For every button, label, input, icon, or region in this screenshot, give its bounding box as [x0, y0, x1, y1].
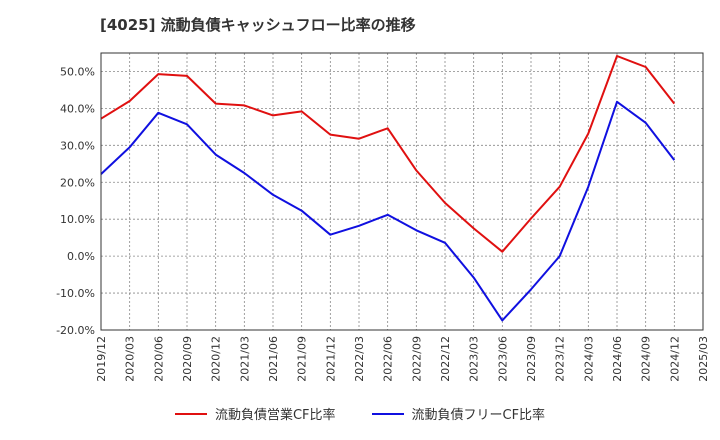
y-tick-label: 40.0%: [60, 102, 95, 115]
x-tick-label: 2022/06: [382, 336, 395, 382]
y-tick-label: 0.0%: [67, 250, 95, 263]
series-line-0: [100, 55, 676, 253]
legend-swatch-free-cf: [371, 412, 404, 415]
x-tick-label: 2023/12: [554, 336, 567, 382]
x-tick-label: 2024/09: [640, 336, 653, 382]
x-tick-label: 2024/12: [668, 336, 681, 382]
x-tick-label: 2023/09: [525, 336, 538, 382]
x-tick-label: 2022/03: [353, 336, 366, 382]
series-line-1: [100, 100, 676, 322]
x-tick-label: 2022/09: [410, 336, 423, 382]
chart-title: [4025] 流動負債キャッシュフロー比率の推移: [100, 16, 416, 34]
legend-label-free-cf: 流動負債フリーCF比率: [411, 408, 546, 423]
legend: 流動負債営業CF比率 流動負債フリーCF比率: [0, 404, 720, 423]
x-tick-label: 2023/06: [496, 336, 509, 382]
x-tick-label: 2021/06: [267, 336, 280, 382]
series-lines: [100, 55, 676, 322]
x-tick-label: 2024/06: [611, 336, 624, 382]
x-tick-label: 2020/12: [210, 336, 223, 382]
x-axis-tick-labels: 2019/12 2020/03 2020/06 2020/09 2020/12 2021/…: [95, 336, 710, 382]
y-tick-label: 30.0%: [60, 139, 95, 152]
x-tick-label: 2020/09: [181, 336, 194, 382]
y-tick-label: -20.0%: [56, 324, 95, 337]
x-tick-label: 2024/03: [582, 336, 595, 382]
x-tick-label: 2019/12: [95, 336, 108, 382]
legend-label-operating-cf: 流動負債営業CF比率: [214, 408, 336, 423]
y-tick-label: 50.0%: [60, 65, 95, 78]
x-tick-label: 2021/03: [238, 336, 251, 382]
x-tick-label: 2021/12: [324, 336, 337, 382]
y-tick-label: -10.0%: [56, 287, 95, 300]
x-tick-label: 2020/06: [152, 336, 165, 382]
y-tick-label: 10.0%: [60, 213, 95, 226]
x-tick-label: 2020/03: [124, 336, 137, 382]
grid-lines: [100, 53, 704, 331]
y-axis-tick-labels: -20.0% -10.0% 0.0% 10.0% 20.0% 30.0% 40.0% 50.0…: [56, 65, 95, 337]
legend-item-free-cf: 流動負債フリーCF比率: [371, 404, 546, 423]
x-tick-label: 2023/03: [468, 336, 481, 382]
legend-swatch-operating-cf: [174, 412, 207, 415]
legend-item-operating-cf: 流動負債営業CF比率: [174, 404, 336, 423]
x-tick-label: 2022/12: [439, 336, 452, 382]
y-tick-label: 20.0%: [60, 176, 95, 189]
plot-frame: [100, 52, 704, 331]
x-tick-label: 2025/03: [697, 336, 710, 382]
x-tick-label: 2021/09: [296, 336, 309, 382]
